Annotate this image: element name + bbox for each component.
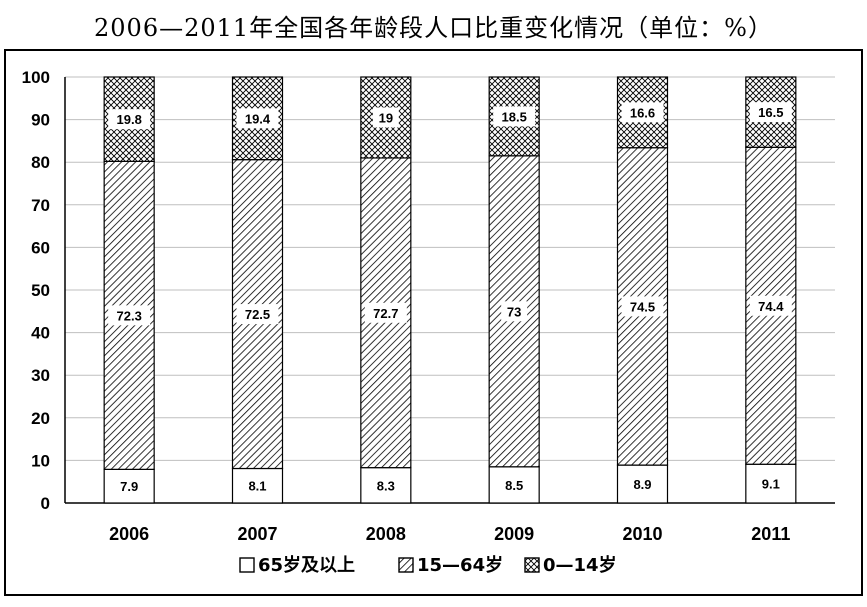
data-label: 72.5 xyxy=(245,307,270,322)
data-label-bg xyxy=(749,295,792,316)
y-tick-label: 100 xyxy=(22,68,50,87)
y-tick-label: 40 xyxy=(31,324,50,343)
data-label-bg xyxy=(108,109,151,130)
data-label: 19 xyxy=(379,110,393,125)
data-label-bg xyxy=(364,302,407,323)
legend-label: 65岁及以上 xyxy=(258,554,355,576)
data-label-bg xyxy=(497,474,532,495)
gridlines xyxy=(65,76,835,461)
data-label-bg xyxy=(621,296,664,317)
x-tick-label: 2011 xyxy=(751,524,790,544)
data-label: 74.4 xyxy=(758,299,784,314)
data-label: 19.4 xyxy=(245,111,271,126)
data-label-bg xyxy=(753,473,788,494)
legend-swatch xyxy=(398,557,414,573)
y-tick-label: 60 xyxy=(31,238,50,257)
y-tick-label: 0 xyxy=(41,494,50,513)
data-label: 16.5 xyxy=(758,105,783,120)
x-tick-label: 2009 xyxy=(494,524,534,544)
data-label-bg xyxy=(372,107,399,128)
chart-title: 2006—2011年全国各年龄段人口比重变化情况（单位：%） xyxy=(94,14,773,42)
data-label: 74.5 xyxy=(630,299,655,314)
x-tick-label: 2008 xyxy=(366,524,406,544)
data-label: 16.6 xyxy=(630,105,655,120)
x-tick-label: 2010 xyxy=(622,524,662,544)
data-label: 8.5 xyxy=(505,478,523,493)
data-label-bg xyxy=(108,305,151,326)
data-label: 8.1 xyxy=(248,479,266,494)
data-label: 72.3 xyxy=(117,308,142,323)
data-label-bg xyxy=(236,304,279,325)
axes: 0 10 20 30 40 50 60 70 80 90 100 2006 2007 2008 2009 20… xyxy=(22,68,835,544)
data-label-bg xyxy=(112,476,147,497)
data-label: 8.3 xyxy=(377,478,395,493)
data-label-bg xyxy=(368,475,403,496)
data-label-bg xyxy=(501,301,528,322)
legend-swatch xyxy=(524,557,540,573)
data-label: 72.7 xyxy=(373,306,398,321)
data-label-bg xyxy=(749,102,792,123)
y-tick-label: 30 xyxy=(31,366,50,385)
data-label-bg xyxy=(625,474,660,495)
legend-label: 0—14岁 xyxy=(543,554,617,576)
legend-swatch xyxy=(239,557,255,573)
y-tick-label: 10 xyxy=(31,451,50,470)
data-labels: 7.9 72.3 19.8 8.1 72.5 19.4 8.3 72.7 19 8.5 73 18.5… xyxy=(108,102,792,497)
y-tick-label: 20 xyxy=(31,409,50,428)
x-tick-label: 2007 xyxy=(237,524,277,544)
data-label-bg xyxy=(236,108,279,129)
legend: 65岁及以上 15—64岁 0—14岁 xyxy=(239,554,617,576)
y-tick-label: 70 xyxy=(31,196,50,215)
data-label-bg xyxy=(493,106,536,127)
data-label: 18.5 xyxy=(502,109,527,124)
y-tick-label: 50 xyxy=(31,281,50,300)
chart-frame xyxy=(4,49,863,596)
data-label: 9.1 xyxy=(762,477,780,492)
data-label: 8.9 xyxy=(633,477,651,492)
data-label: 7.9 xyxy=(120,479,138,494)
y-tick-label: 80 xyxy=(31,153,50,172)
x-tick-label: 2006 xyxy=(109,524,149,544)
data-label: 73 xyxy=(507,304,521,319)
data-label-bg xyxy=(240,475,275,496)
data-label: 19.8 xyxy=(117,112,142,127)
legend-label: 15—64岁 xyxy=(417,554,503,576)
y-tick-label: 90 xyxy=(31,111,50,130)
data-label-bg xyxy=(621,102,664,123)
